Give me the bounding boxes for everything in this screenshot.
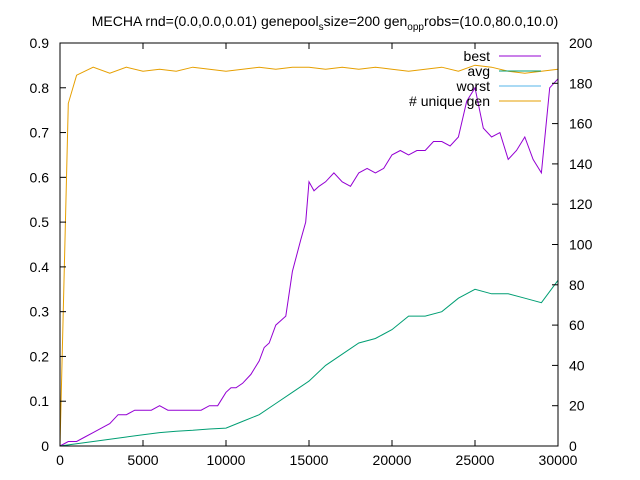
y-tick-label: 0.4: [30, 259, 50, 275]
y2-tick-label: 140: [569, 156, 593, 172]
x-tick-label: 15000: [290, 452, 329, 468]
y2-tick-label: 180: [569, 75, 593, 91]
x-tick-label: 30000: [539, 452, 578, 468]
axes: 0 5000 10000 15000 20000 25000 3000000.10.20.3…: [30, 35, 593, 468]
legend-label-unique-gen: # unique gen: [409, 93, 490, 109]
legend-label-avg: avg: [467, 63, 490, 79]
y-tick-label: 0.6: [30, 169, 50, 185]
y-tick-label: 0.2: [30, 348, 50, 364]
y2-tick-label: 0: [569, 438, 577, 454]
legend-label-best: best: [464, 48, 491, 64]
y-tick-label: 0.7: [30, 125, 50, 141]
y2-tick-label: 60: [569, 317, 585, 333]
y2-tick-label: 20: [569, 398, 585, 414]
y-tick-label: 0.5: [30, 214, 50, 230]
y2-tick-label: 40: [569, 357, 585, 373]
y2-tick-label: 100: [569, 237, 593, 253]
y2-tick-label: 80: [569, 277, 585, 293]
y-tick-label: 0: [41, 438, 49, 454]
x-tick-label: 20000: [373, 452, 412, 468]
x-tick-label: 10000: [207, 452, 246, 468]
y2-tick-label: 160: [569, 116, 593, 132]
plot-area: [59, 64, 559, 447]
x-tick-label: 25000: [456, 452, 495, 468]
series-line-avg: [59, 280, 559, 447]
legend-label-worst: worst: [456, 78, 491, 94]
chart-title: MECHA rnd=(0.0,0.0,0.01) genepoolssize=2…: [92, 13, 559, 33]
y-tick-label: 0.1: [30, 393, 50, 409]
y-tick-label: 0.9: [30, 35, 50, 51]
y-tick-label: 0.8: [30, 80, 50, 96]
y2-tick-label: 200: [569, 35, 593, 51]
y2-tick-label: 120: [569, 196, 593, 212]
x-tick-label: 5000: [127, 452, 158, 468]
series-line-best: [59, 78, 559, 447]
y-tick-label: 0.3: [30, 304, 50, 320]
x-tick-label: 0: [56, 452, 64, 468]
series-line-unique-gen: [59, 64, 559, 447]
